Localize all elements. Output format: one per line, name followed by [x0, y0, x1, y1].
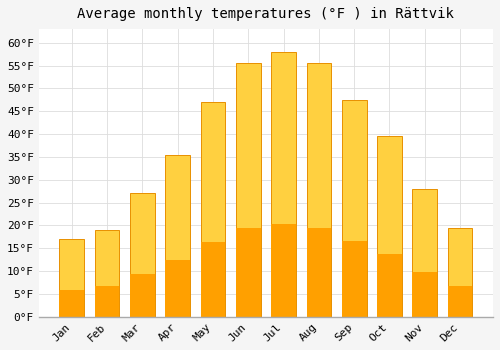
Title: Average monthly temperatures (°F ) in Rättvik: Average monthly temperatures (°F ) in Rä… — [78, 7, 454, 21]
Bar — [200, 241, 226, 317]
Bar — [236, 228, 260, 317]
Bar — [377, 254, 402, 317]
Bar — [306, 228, 331, 317]
Bar — [200, 102, 226, 317]
Bar — [306, 63, 331, 317]
Bar — [166, 260, 190, 317]
Bar — [60, 239, 84, 317]
Bar — [448, 286, 472, 317]
Bar — [412, 272, 437, 317]
Bar — [94, 230, 120, 317]
Bar — [236, 63, 260, 317]
Bar — [130, 194, 155, 317]
Bar — [448, 228, 472, 317]
Bar — [271, 224, 296, 317]
Bar — [377, 136, 402, 317]
Bar — [60, 290, 84, 317]
Bar — [342, 241, 366, 317]
Bar — [412, 189, 437, 317]
Bar — [271, 52, 296, 317]
Bar — [94, 286, 120, 317]
Bar — [166, 155, 190, 317]
Bar — [130, 274, 155, 317]
Bar — [342, 100, 366, 317]
